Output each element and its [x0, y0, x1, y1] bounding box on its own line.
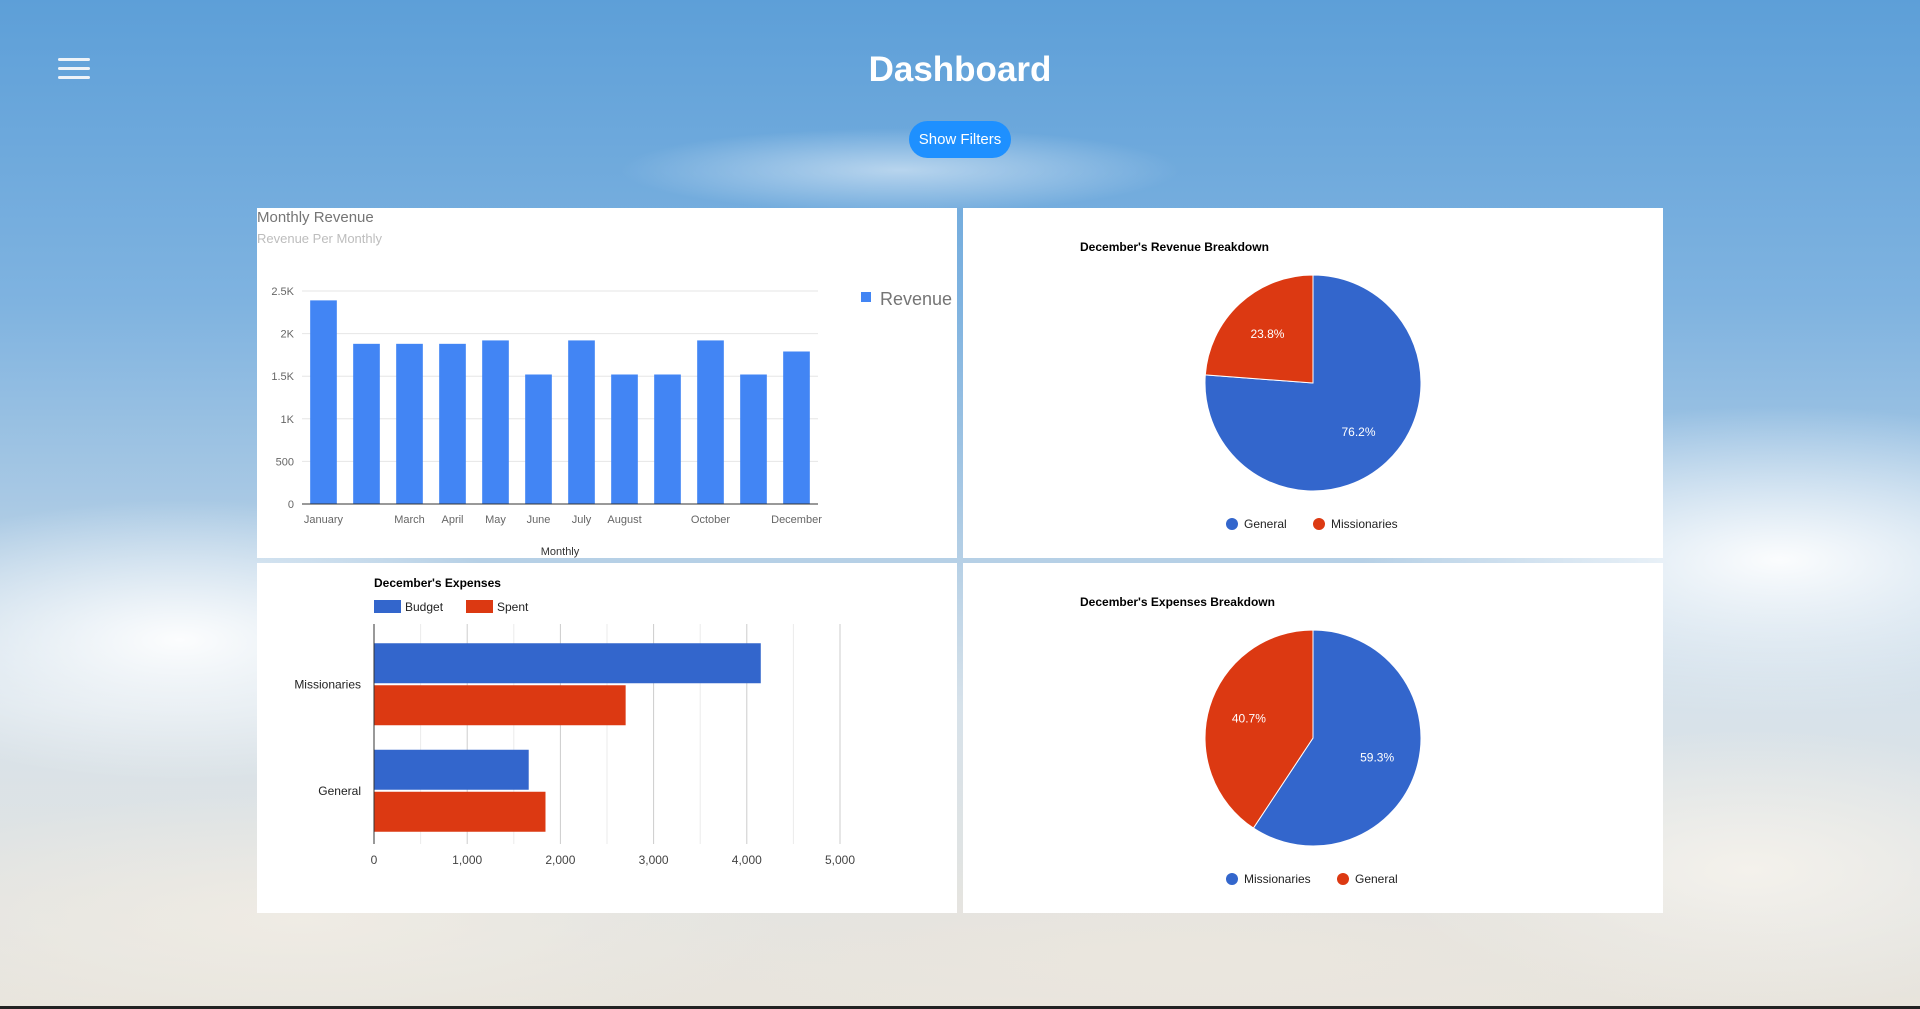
- x-tick-label: 5,000: [825, 853, 855, 867]
- legend-dot-missionaries: [1313, 518, 1325, 530]
- show-filters-button[interactable]: Show Filters: [909, 121, 1011, 158]
- legend-label-budget: Budget: [405, 600, 444, 614]
- chart-title: December's Expenses Breakdown: [1080, 595, 1275, 609]
- revenue-breakdown-panel: December's Revenue Breakdown 76.2% 23.8% Ge…: [963, 208, 1663, 558]
- bar-november: [740, 374, 767, 504]
- y-tick-label: 1K: [281, 414, 295, 426]
- bar-october: [697, 340, 724, 504]
- y-tick-label: 2.5K: [271, 286, 294, 298]
- slice-label: 76.2%: [1342, 425, 1376, 439]
- legend-label-general: General: [1355, 872, 1398, 886]
- expenses-breakdown-chart: December's Expenses Breakdown 59.3% 40.7% M…: [1080, 595, 1422, 886]
- bar-june: [525, 374, 552, 504]
- bar-march: [396, 343, 423, 504]
- y-tick-label: 2K: [281, 329, 295, 341]
- bar-general-budget: [374, 749, 529, 790]
- bar-august: [611, 374, 638, 504]
- x-tick-label: 2,000: [545, 853, 575, 867]
- x-tick-label: October: [691, 514, 730, 526]
- slice-label: 59.3%: [1360, 750, 1394, 764]
- legend-label-spent: Spent: [497, 600, 529, 614]
- chart-title: Monthly Revenue: [257, 209, 374, 226]
- chart-title: December's Expenses: [374, 576, 501, 590]
- page-title: Dashboard: [868, 50, 1052, 89]
- pie-slice-general: [1204, 274, 1422, 492]
- pie-slice-missionaries: [1252, 629, 1422, 847]
- x-tick-label: May: [485, 514, 506, 526]
- legend-dot-general: [1337, 873, 1349, 885]
- pie-slice-general: [1204, 629, 1314, 829]
- legend-dot-general: [1226, 518, 1238, 530]
- bar-general-spent: [374, 791, 546, 832]
- bar-missionaries-budget: [374, 643, 761, 684]
- x-tick-label: March: [394, 514, 425, 526]
- legend-label-revenue: Revenue: [880, 289, 952, 309]
- x-tick-label: 0: [371, 853, 378, 867]
- legend-swatch-budget: [374, 600, 401, 613]
- slice-label: 40.7%: [1232, 712, 1266, 726]
- x-tick-label: August: [607, 514, 641, 526]
- x-axis-title: Monthly: [541, 546, 580, 558]
- x-tick-label: July: [572, 514, 592, 526]
- x-tick-label: April: [441, 514, 463, 526]
- window-bottom-border: [0, 1006, 1920, 1009]
- legend-swatch-spent: [466, 600, 493, 613]
- expenses-breakdown-panel: December's Expenses Breakdown 59.3% 40.7% M…: [963, 563, 1663, 913]
- x-tick-label: 1,000: [452, 853, 482, 867]
- hamburger-menu-icon[interactable]: [58, 56, 90, 82]
- category-label-missionaries: Missionaries: [294, 677, 361, 691]
- chart-title: December's Revenue Breakdown: [1080, 240, 1269, 254]
- expenses-chart: December's Expenses Budget Spent Missionari…: [294, 576, 855, 867]
- category-label-general: General: [318, 784, 361, 798]
- bar-april: [439, 343, 466, 504]
- monthly-revenue-chart: Monthly Revenue Revenue Per Monthly 0 500 1K…: [257, 209, 952, 558]
- x-tick-label: 4,000: [732, 853, 762, 867]
- y-tick-label: 0: [288, 499, 294, 511]
- legend-label-missionaries: Missionaries: [1331, 517, 1398, 531]
- x-tick-label: December: [771, 514, 822, 526]
- legend-label-missionaries: Missionaries: [1244, 872, 1311, 886]
- revenue-breakdown-chart: December's Revenue Breakdown 76.2% 23.8% Ge…: [1080, 240, 1422, 531]
- pie-slice-missionaries: [1204, 274, 1314, 384]
- chart-subtitle: Revenue Per Monthly: [257, 231, 383, 246]
- x-tick-label: 3,000: [639, 853, 669, 867]
- legend-swatch-revenue: [861, 292, 871, 302]
- legend-dot-missionaries: [1226, 873, 1238, 885]
- bar-may: [482, 340, 509, 504]
- y-tick-label: 1.5K: [271, 371, 294, 383]
- y-tick-label: 500: [276, 456, 294, 468]
- bar-december: [783, 351, 810, 504]
- slice-label: 23.8%: [1250, 327, 1284, 341]
- bar-september: [654, 374, 681, 504]
- x-tick-label: June: [527, 514, 551, 526]
- bar-july: [568, 340, 595, 504]
- bar-january: [310, 300, 337, 504]
- bar-missionaries-spent: [374, 685, 626, 726]
- monthly-revenue-panel: Monthly Revenue Revenue Per Monthly 0 500 1K…: [257, 208, 957, 558]
- bar-february: [353, 343, 380, 504]
- expenses-panel: December's Expenses Budget Spent Missionari…: [257, 563, 957, 913]
- x-tick-label: January: [304, 514, 344, 526]
- legend-label-general: General: [1244, 517, 1287, 531]
